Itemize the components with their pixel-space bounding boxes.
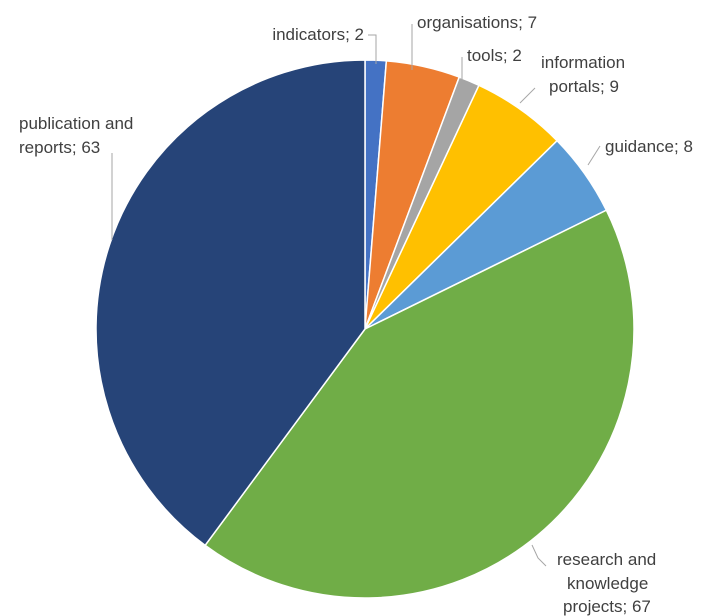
data-label-line: organisations; 7	[417, 13, 537, 32]
data-label-research-and-knowledge-projects: research and knowledge projects; 67	[557, 550, 656, 616]
data-label-line: knowledge	[567, 574, 648, 593]
data-label-information-portals: information portals; 9	[541, 53, 625, 96]
leader-line-guidance	[587, 145, 601, 166]
data-label-tools: tools; 2	[467, 46, 522, 65]
data-label-line: guidance; 8	[605, 137, 693, 156]
data-label-publication-and-reports: publication and reports; 63	[19, 114, 133, 157]
data-labels-layer: indicators; 2 organisations; 7 tools; 2 inf…	[19, 13, 693, 616]
pie-slice-publication-and-reports	[95, 59, 366, 547]
data-label-indicators: indicators; 2	[272, 25, 364, 44]
data-label-line: information	[541, 53, 625, 72]
data-label-line: portals; 9	[549, 77, 619, 96]
data-label-line: reports; 63	[19, 138, 100, 157]
leader-line-indicators	[368, 34, 377, 64]
pie-slice-research-and-knowledge-projects	[204, 209, 635, 599]
leader-line-research-and-knowledge-projects	[531, 544, 547, 567]
data-label-line: projects; 67	[563, 597, 651, 616]
data-label-line: research and	[557, 550, 656, 569]
data-label-guidance: guidance; 8	[605, 137, 693, 156]
leader-lines-layer	[111, 24, 601, 567]
data-label-line: indicators; 2	[272, 25, 364, 44]
leader-line-information-portals	[519, 87, 536, 104]
slices-layer	[95, 59, 635, 599]
data-label-organisations: organisations; 7	[417, 13, 537, 32]
data-label-line: publication and	[19, 114, 133, 133]
data-label-line: tools; 2	[467, 46, 522, 65]
